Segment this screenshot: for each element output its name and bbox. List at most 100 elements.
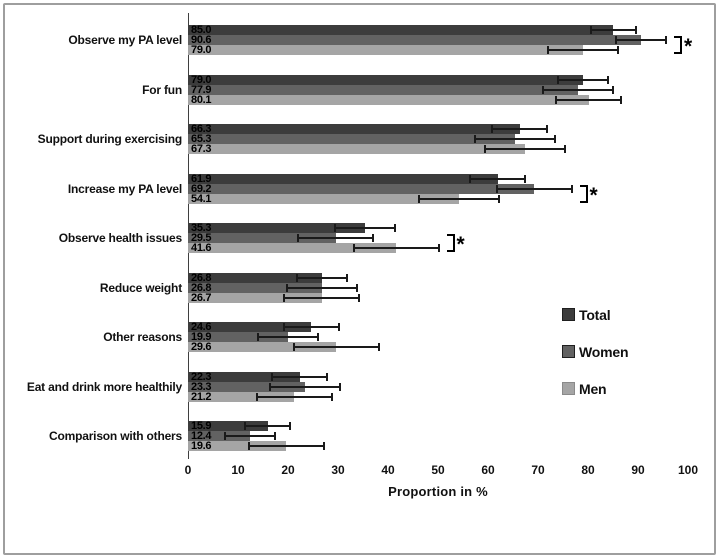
- bar-value-label: 67.3: [191, 143, 212, 155]
- error-bar-line: [353, 247, 439, 249]
- x-tick-label: 50: [431, 463, 445, 477]
- error-bar-line: [287, 286, 357, 289]
- error-bar-cap-left: [247, 442, 250, 450]
- significance-bracket: [579, 184, 588, 203]
- category-label: Support during exercising: [37, 132, 183, 146]
- legend-label: Women: [579, 343, 629, 360]
- bar-total: [188, 124, 520, 134]
- error-bar-cap-right: [393, 224, 396, 232]
- bar-value-label: 19.9: [191, 331, 212, 343]
- error-bar-cap-right: [346, 273, 348, 282]
- error-bar-line: [470, 177, 525, 180]
- error-bar-cap-left: [256, 333, 259, 341]
- bar-value-label: 24.6: [191, 321, 212, 333]
- error-bar-cap-left: [268, 382, 271, 391]
- bar-value-label: 77.9: [191, 83, 212, 96]
- error-bar-line: [248, 445, 324, 447]
- error-bar-cap-right: [358, 293, 360, 302]
- bar-value-label: 90.6: [191, 34, 212, 46]
- error-bar-line: [284, 296, 359, 299]
- category-label: Other reasons: [103, 330, 182, 344]
- error-bar-line: [283, 326, 339, 328]
- x-tick-label: 80: [581, 463, 595, 477]
- error-bar-cap-left: [469, 174, 471, 183]
- x-tick-label: 10: [231, 463, 245, 477]
- category-label: Reduce weight: [99, 280, 182, 295]
- bar-value-label: 80.1: [191, 93, 212, 106]
- bar-value-label: 26.8: [191, 281, 212, 294]
- bar-men: [188, 391, 294, 402]
- bar-value-label: 61.9: [191, 172, 212, 185]
- x-tick-label: 90: [631, 463, 645, 477]
- error-bar-cap-left: [352, 244, 355, 252]
- error-bar-cap-left: [244, 422, 246, 430]
- bar-value-label: 79.0: [191, 73, 212, 86]
- bar-total: [188, 272, 322, 283]
- error-bar-cap-left: [589, 26, 592, 34]
- error-bar-cap-left: [292, 343, 295, 351]
- significance-asterisk: *: [684, 35, 693, 58]
- bar-value-label: 85.0: [191, 24, 212, 36]
- bar-men: [188, 292, 322, 303]
- error-bar-cap-right: [377, 343, 380, 351]
- legend-item-women: Women: [562, 333, 629, 370]
- error-bar-line: [293, 346, 379, 348]
- error-bar-cap-left: [283, 293, 285, 302]
- error-bar-line: [492, 128, 547, 130]
- error-bar-cap-right: [356, 283, 358, 292]
- bar-total: [188, 173, 498, 184]
- error-bar-cap-right: [611, 85, 614, 94]
- error-bar-cap-left: [615, 36, 617, 44]
- error-bar-cap-right: [337, 323, 340, 331]
- bar-value-label: 54.1: [191, 192, 212, 205]
- x-tick-label: 20: [281, 463, 295, 477]
- significance-asterisk: *: [456, 233, 465, 256]
- error-bar-cap-right: [497, 194, 500, 203]
- error-bar-cap-right: [553, 135, 556, 143]
- error-bar-line: [590, 29, 636, 31]
- error-bar-line: [418, 197, 499, 200]
- bar-value-label: 12.4: [191, 430, 212, 442]
- error-bar-cap-right: [665, 36, 667, 44]
- x-tick-label: 60: [481, 463, 495, 477]
- bar-value-label: 29.5: [191, 232, 212, 244]
- bar-value-label: 79.0: [191, 44, 212, 56]
- bar-women: [188, 183, 534, 194]
- error-bar-cap-left: [483, 145, 486, 153]
- legend-swatch-icon: [562, 308, 575, 321]
- bar-value-label: 26.8: [191, 271, 212, 284]
- error-bar-line: [484, 148, 565, 150]
- error-bar-cap-right: [372, 234, 374, 242]
- category-label: Comparison with others: [49, 429, 182, 443]
- category-label: Observe my PA level: [68, 33, 182, 47]
- legend-swatch-icon: [562, 382, 575, 395]
- bar-women: [188, 381, 305, 392]
- error-bar-cap-right: [524, 174, 526, 183]
- bar-women: [188, 84, 578, 95]
- error-bar-cap-left: [541, 85, 544, 94]
- error-bar-cap-right: [617, 46, 619, 54]
- x-tick-label: 30: [331, 463, 345, 477]
- error-bar-cap-right: [437, 244, 440, 252]
- error-bar-cap-right: [563, 145, 566, 153]
- bar-women: [188, 35, 641, 45]
- error-bar-line: [245, 425, 290, 427]
- error-bar-cap-left: [557, 75, 559, 84]
- error-bar-cap-right: [326, 372, 328, 381]
- error-bar-cap-left: [473, 135, 476, 143]
- category-label: Observe health issues: [58, 231, 182, 245]
- category-label: For fun: [142, 82, 182, 97]
- bar-value-label: 15.9: [191, 420, 212, 432]
- error-bar-cap-right: [620, 95, 622, 104]
- bar-value-label: 22.3: [191, 370, 212, 383]
- error-bar-cap-right: [546, 125, 548, 133]
- error-bar-cap-right: [338, 382, 341, 391]
- error-bar-cap-right: [570, 184, 573, 193]
- significance-bracket: [674, 36, 682, 54]
- bar-total: [188, 25, 613, 35]
- legend-label: Men: [579, 380, 607, 397]
- legend: Total Women Men: [562, 296, 629, 407]
- error-bar-cap-left: [495, 184, 498, 193]
